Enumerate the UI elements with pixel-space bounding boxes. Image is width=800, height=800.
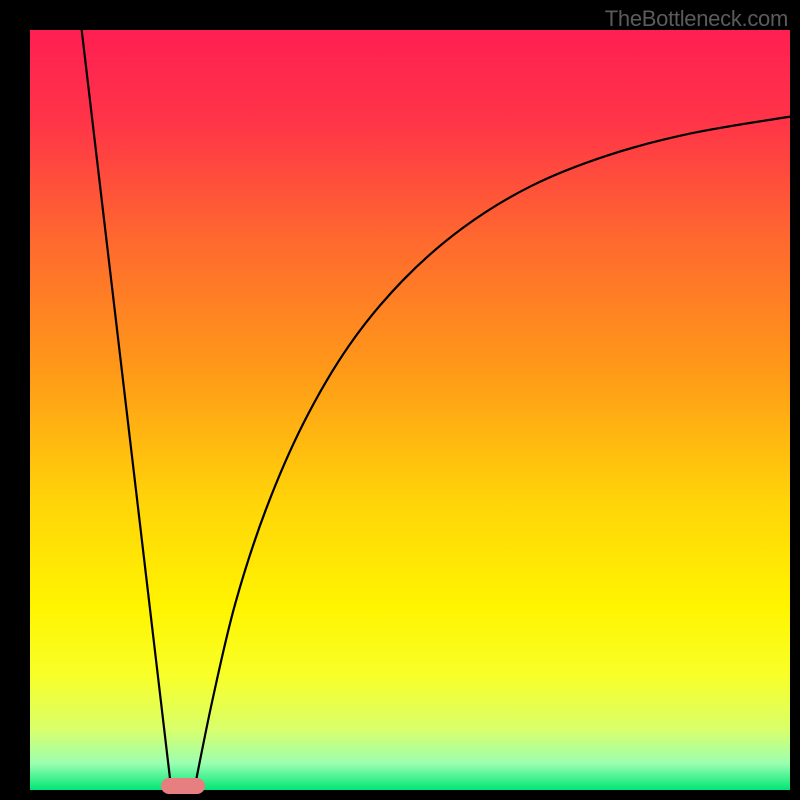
left-arm-path (82, 30, 172, 790)
minimum-marker (161, 778, 205, 794)
curve-svg (30, 30, 790, 790)
right-arm-path (194, 117, 790, 790)
watermark-text: TheBottleneck.com (605, 6, 788, 32)
plot-area (30, 30, 790, 790)
